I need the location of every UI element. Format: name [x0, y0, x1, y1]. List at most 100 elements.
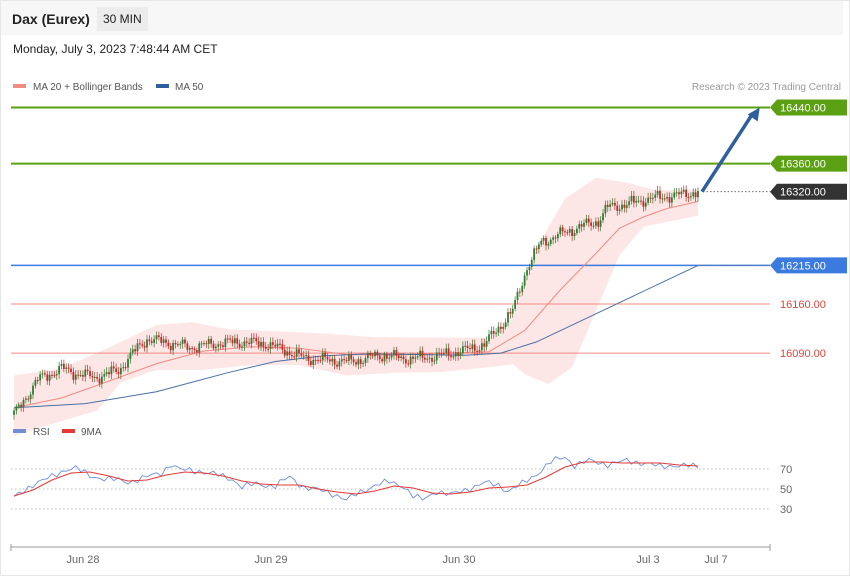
- candle: [281, 339, 284, 354]
- legend-label-ma20: MA 20 + Bollinger Bands: [33, 82, 143, 93]
- candle: [450, 350, 452, 361]
- legend-swatch-rsi-ma: [62, 429, 75, 433]
- candle-body: [34, 380, 37, 386]
- candle-body: [181, 339, 184, 344]
- candle: [426, 354, 429, 363]
- candle-body: [105, 372, 108, 375]
- forecast-arrow-head: [747, 107, 760, 122]
- candle-body: [502, 326, 505, 329]
- timeframe-badge[interactable]: 30 MIN: [97, 7, 148, 31]
- candle-body: [283, 349, 286, 356]
- candle-body: [651, 197, 654, 199]
- candle: [609, 199, 612, 212]
- candle-body: [559, 227, 562, 235]
- candle: [84, 364, 87, 382]
- candle: [305, 350, 308, 362]
- candle-body: [642, 201, 645, 207]
- candle-body: [305, 355, 308, 357]
- candle-body: [84, 369, 87, 377]
- candle-body: [621, 204, 623, 210]
- candle-body: [369, 353, 372, 356]
- candle: [554, 235, 557, 244]
- candle-body: [440, 353, 443, 355]
- candle-body: [661, 198, 664, 200]
- candle: [260, 337, 262, 352]
- price-panel: 16440.00 16360.00 16320.00 16215.00 16160.00…: [11, 99, 847, 436]
- candle: [333, 354, 336, 370]
- candle-body: [236, 338, 239, 344]
- candle: [385, 351, 388, 364]
- candle: [174, 339, 177, 349]
- candle: [466, 340, 469, 353]
- candle: [535, 245, 538, 254]
- candle-body: [93, 376, 96, 378]
- candle: [640, 195, 642, 206]
- candle-body: [421, 350, 424, 358]
- candle: [191, 345, 194, 354]
- candle-body: [578, 224, 581, 229]
- candle: [507, 308, 509, 327]
- level-label-support: 16090.00: [780, 348, 826, 360]
- candle-body: [385, 354, 388, 359]
- candle: [431, 353, 433, 367]
- candle-body: [229, 338, 232, 340]
- candle: [414, 353, 417, 363]
- candle: [530, 256, 533, 270]
- candle: [267, 343, 270, 353]
- candle-body: [433, 360, 436, 362]
- candle: [119, 363, 122, 380]
- candle-body: [179, 343, 182, 345]
- candle-body: [352, 359, 355, 363]
- candle: [319, 355, 322, 364]
- candle-body: [207, 338, 210, 345]
- candle: [395, 346, 398, 361]
- candle: [649, 192, 652, 204]
- candle: [155, 331, 158, 345]
- candle-body: [290, 355, 293, 357]
- candle: [276, 338, 279, 351]
- candle: [34, 376, 37, 389]
- candle: [357, 356, 360, 370]
- candle: [298, 344, 300, 358]
- candle: [248, 338, 251, 347]
- candle: [32, 382, 34, 400]
- candle: [129, 348, 132, 364]
- candle-body: [321, 352, 324, 361]
- candle-body: [549, 239, 552, 244]
- candle: [383, 351, 386, 366]
- candle-body: [205, 343, 208, 345]
- candle-body: [271, 342, 274, 345]
- candle-body: [471, 344, 474, 349]
- candle: [621, 199, 623, 213]
- candle: [407, 359, 410, 367]
- candle: [162, 335, 165, 348]
- candle: [590, 218, 593, 231]
- candle: [233, 334, 236, 349]
- candle: [24, 395, 27, 404]
- candle: [86, 364, 89, 375]
- candle: [381, 356, 384, 364]
- candle: [283, 344, 286, 358]
- candle: [96, 372, 99, 382]
- candle: [644, 197, 647, 211]
- candle: [663, 193, 666, 202]
- level-label-resistance: 16440.00: [780, 103, 826, 115]
- candle: [269, 337, 272, 354]
- candle-body: [124, 367, 127, 369]
- candle-body: [606, 204, 609, 207]
- candle-body: [457, 352, 460, 356]
- candle: [117, 367, 120, 379]
- candle: [628, 196, 631, 209]
- candle: [651, 192, 654, 204]
- candle-body: [60, 363, 63, 366]
- candle-body: [264, 346, 267, 349]
- candle-body: [395, 350, 398, 356]
- candle: [526, 266, 528, 281]
- candle-body: [91, 376, 94, 378]
- candle: [36, 376, 39, 385]
- candle-body: [219, 344, 222, 346]
- candle-body: [279, 343, 281, 345]
- candle: [464, 340, 467, 352]
- candle: [238, 339, 241, 350]
- candle: [488, 329, 490, 344]
